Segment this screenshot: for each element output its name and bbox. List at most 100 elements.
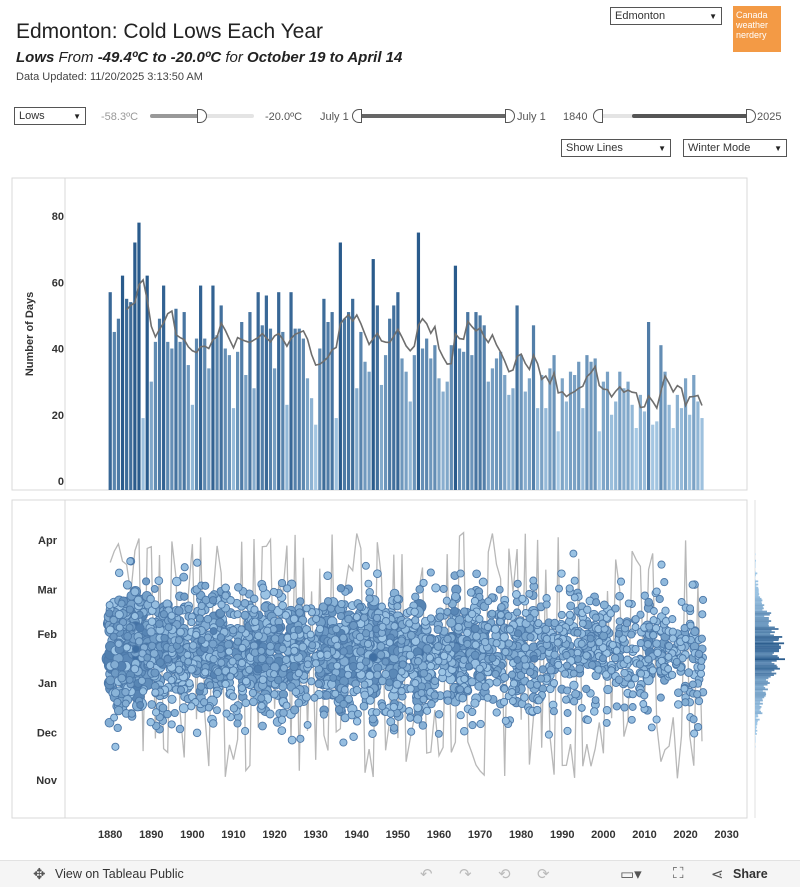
bar-1954	[412, 355, 416, 490]
cold-day-point	[397, 636, 406, 645]
cold-day-point	[308, 641, 317, 650]
date-slider-end-handle[interactable]	[505, 109, 515, 123]
cold-day-point	[306, 630, 315, 639]
cold-day-point	[553, 638, 562, 647]
refresh-icon[interactable]: ⟳	[537, 866, 550, 883]
measure-select[interactable]: Lows ▼	[14, 107, 86, 125]
cold-day-point	[541, 624, 551, 634]
year-slider-start-handle[interactable]	[593, 109, 603, 123]
bar-2006	[626, 381, 630, 490]
city-select[interactable]: Edmonton ▼	[610, 7, 722, 25]
cold-day-point	[639, 700, 648, 708]
bar-1922	[281, 331, 285, 490]
cold-day-point	[277, 578, 287, 588]
cold-day-point	[323, 650, 332, 660]
cold-day-point	[657, 560, 666, 569]
bar-1970	[478, 315, 482, 490]
share-icon[interactable]: ⋖	[711, 866, 724, 883]
cold-day-point	[536, 674, 546, 683]
histogram-bar	[755, 710, 761, 713]
cold-day-point	[151, 708, 161, 717]
cold-day-point	[368, 729, 377, 739]
cold-day-point	[360, 680, 369, 689]
cold-day-point	[430, 691, 439, 700]
revert-icon[interactable]: ⟲	[498, 866, 511, 883]
cold-day-point	[652, 587, 661, 596]
cold-day-point	[323, 597, 333, 606]
cold-day-point	[208, 596, 218, 605]
year-slider-fill	[632, 114, 754, 118]
cold-day-point	[216, 633, 226, 642]
cold-day-point	[121, 699, 130, 708]
cold-day-point	[631, 623, 640, 632]
cold-day-point	[201, 581, 210, 590]
cold-day-point	[628, 690, 637, 699]
measure-select-value: Lows	[19, 110, 45, 122]
cold-day-point	[569, 549, 578, 558]
cold-day-point	[458, 693, 468, 703]
cold-day-point	[480, 637, 490, 647]
lines-select[interactable]: Show Lines ▼	[561, 139, 671, 157]
bar-1951	[400, 358, 404, 490]
mode-select[interactable]: Winter Mode ▼	[683, 139, 787, 157]
bar-1984	[536, 408, 540, 490]
date-slider-fill[interactable]	[356, 114, 512, 118]
undo-icon[interactable]: ↶	[420, 866, 433, 883]
cold-day-point	[142, 577, 151, 586]
bar-1973	[490, 368, 495, 490]
bar-1991	[564, 401, 568, 490]
cold-day-point	[492, 708, 501, 717]
date-slider-start-handle[interactable]	[352, 109, 362, 123]
cold-day-point	[356, 661, 365, 671]
redo-icon[interactable]: ↷	[459, 866, 472, 883]
cold-day-point	[257, 646, 266, 655]
bar-1956	[420, 348, 425, 490]
cold-day-point	[433, 641, 443, 651]
date-end-label: July 1	[517, 111, 546, 123]
cold-day-point	[363, 639, 373, 648]
cold-day-point	[352, 685, 362, 695]
bar-1995	[581, 408, 585, 490]
year-slider-end-handle[interactable]	[746, 109, 756, 123]
cold-day-point	[690, 627, 700, 637]
cold-day-point	[464, 662, 473, 671]
cold-day-point	[505, 625, 515, 634]
histogram-bar	[755, 650, 779, 653]
histogram-bar	[755, 694, 766, 697]
cold-day-point	[563, 726, 572, 735]
cold-day-point	[184, 657, 193, 666]
cold-day-point	[470, 596, 479, 606]
bar-1927	[301, 338, 305, 490]
cold-day-point	[622, 619, 631, 628]
temp-slider-handle[interactable]	[197, 109, 207, 123]
share-button[interactable]: Share	[733, 867, 768, 881]
histogram-bar	[755, 663, 775, 665]
cold-day-point	[139, 687, 148, 696]
cold-day-point	[483, 622, 492, 632]
brand-logo[interactable]: Canada weather nerdery	[733, 6, 781, 52]
cold-day-point	[130, 664, 140, 674]
histogram-bar	[755, 651, 774, 654]
cold-day-point	[277, 726, 287, 735]
bar-1918	[264, 295, 268, 490]
cold-day-point	[678, 654, 687, 663]
cold-day-point	[684, 668, 694, 677]
fullscreen-icon[interactable]: ⛶	[673, 865, 684, 882]
cold-day-point	[130, 587, 140, 597]
comment-icon[interactable]: ▭▾	[620, 866, 642, 883]
bar-1899	[186, 365, 190, 490]
x-tick-1890: 1890	[139, 829, 163, 841]
cold-day-point	[278, 644, 287, 653]
bar-1972	[486, 381, 490, 490]
cold-day-point	[365, 670, 375, 680]
view-on-tableau-link[interactable]: View on Tableau Public	[55, 867, 184, 881]
cold-day-point	[623, 655, 632, 664]
histogram-bar	[755, 601, 762, 603]
cold-day-point	[602, 718, 611, 727]
cold-day-point	[508, 670, 517, 679]
cold-day-point	[339, 647, 348, 656]
cold-day-point	[228, 692, 238, 701]
bar-1907	[219, 305, 223, 490]
bar-1964	[453, 265, 458, 490]
bar-2017	[671, 428, 675, 490]
